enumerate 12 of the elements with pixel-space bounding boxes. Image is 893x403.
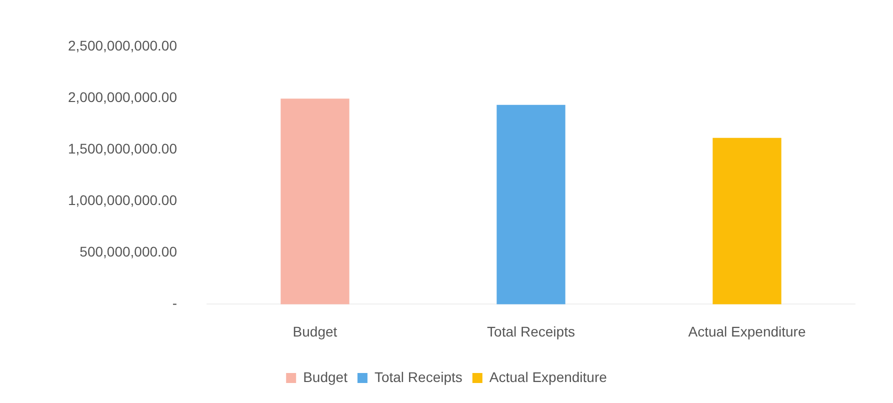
legend-label: Actual Expenditure [489,368,608,385]
legend-label: Total Receipts [374,368,462,385]
y-tick-label: 2,000,000,000.00 [68,88,178,105]
y-tick-label: 1,000,000,000.00 [68,192,178,208]
x-tick-label: Total Receipts [487,323,575,340]
y-tick-label: - [172,295,178,312]
y-tick-label: 2,500,000,000.00 [68,37,178,54]
y-tick-label: 1,500,000,000.00 [68,140,178,156]
x-tick-label: Budget [292,323,338,340]
y-tick-label: 500,000,000.00 [80,244,178,260]
x-tick-label: Actual Expenditure [688,323,806,340]
legend-label: Budget [303,368,348,385]
